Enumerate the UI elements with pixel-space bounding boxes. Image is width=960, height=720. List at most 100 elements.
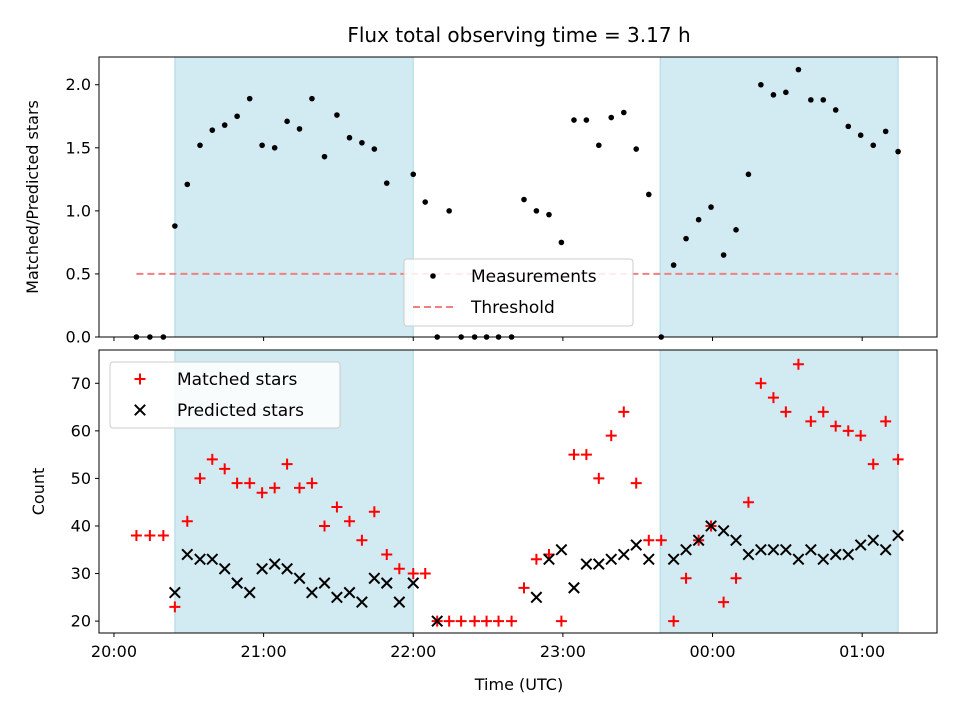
measurement-point (234, 113, 240, 120)
matched-point (817, 406, 829, 418)
measurement-point (596, 142, 602, 149)
matched-point (419, 568, 431, 580)
predicted-point (231, 577, 244, 589)
matched-point (181, 515, 193, 527)
x-tick-label: 20:00 (91, 642, 137, 661)
plot-frame (98, 349, 938, 634)
matched-point (830, 420, 842, 432)
y-axis-label: Matched/Predicted stars (23, 100, 42, 294)
measurement-point (832, 107, 839, 113)
matched-point (281, 458, 293, 470)
measurement-point (533, 208, 540, 214)
matched-point (256, 487, 268, 499)
y-tick-label: 50 (71, 469, 91, 488)
matched-point (231, 477, 243, 489)
measurement-point (284, 118, 290, 125)
matched-point (655, 534, 667, 546)
predicted-point (206, 553, 219, 566)
predicted-point (742, 548, 755, 561)
matched-point (580, 449, 592, 461)
legend: Measurements Threshold (403, 258, 634, 327)
matched-point (568, 449, 580, 461)
measurement-point (184, 181, 191, 188)
measurement-point (359, 139, 365, 146)
measurement-point (583, 117, 590, 123)
measurement-point (695, 216, 702, 223)
predicted-point (879, 543, 892, 556)
predicted-point (256, 562, 269, 575)
measurement-point (371, 146, 378, 152)
measurement-point (633, 146, 640, 152)
measurement-point (558, 239, 565, 246)
predicted-point (318, 577, 331, 589)
matched-point (805, 415, 817, 427)
matched-point (157, 529, 169, 541)
predicted-point (730, 534, 742, 547)
matched-point (344, 515, 356, 527)
predicted-point (555, 543, 568, 556)
legend-marker (134, 404, 146, 416)
matched-point (269, 482, 281, 494)
observing-interval (659, 349, 899, 634)
chart-title: Flux total observing time = 3.17 h (347, 23, 690, 47)
predicted-point (642, 553, 655, 566)
matched-point (605, 430, 617, 442)
matched-point (331, 501, 343, 513)
x-tick-label: 22:00 (390, 642, 436, 661)
series-plus (130, 358, 904, 627)
measurement-point (571, 117, 577, 123)
legend-label: Threshold (470, 298, 555, 318)
matched-point (630, 477, 642, 489)
predicted-point (717, 524, 730, 537)
measurement-point (172, 223, 178, 229)
matched-point (306, 477, 318, 489)
measurement-point (857, 132, 864, 138)
measurement-point (870, 142, 877, 149)
matched-point (680, 572, 692, 584)
matched-point (668, 615, 680, 627)
x-axis-label: Time (UTC) (474, 675, 563, 694)
legend-marker (134, 373, 146, 385)
x-tick-label: 00:00 (689, 642, 735, 661)
matched-point (880, 415, 892, 427)
predicted-point (431, 615, 444, 628)
matched-point (144, 529, 156, 541)
matched-point (455, 615, 467, 627)
x-tick-label: 23:00 (540, 642, 586, 661)
matched-point (842, 425, 854, 437)
legend-item: Matched stars (134, 370, 297, 390)
matched-point (643, 534, 655, 546)
matched-point (493, 615, 505, 627)
predicted-point (181, 548, 194, 561)
plot-frame (98, 56, 938, 338)
matched-point (730, 572, 742, 584)
matched-point (206, 453, 218, 465)
predicted-point (393, 596, 406, 608)
measurement-point (446, 208, 452, 214)
measurement-point (783, 89, 789, 96)
legend-box (109, 361, 341, 429)
series-dot (133, 66, 901, 340)
matched-point (381, 549, 393, 561)
matched-point (244, 477, 256, 489)
y-tick-label: 0.0 (66, 328, 91, 347)
ratio-panel: 0.0 0.5 1.0 1.5 2.0 Matched/Predicted stars Me… (23, 56, 938, 347)
y-tick-label: 2.0 (66, 75, 91, 94)
predicted-point (543, 553, 555, 566)
series-x (168, 520, 905, 628)
predicted-point (779, 543, 792, 556)
matched-point (718, 596, 730, 608)
measurement-point (546, 211, 552, 218)
y-tick-label: 70 (71, 374, 91, 393)
matched-point (780, 406, 792, 418)
matched-point (443, 615, 455, 627)
measurement-point (209, 127, 216, 133)
measurement-point (422, 199, 429, 205)
predicted-point (218, 562, 231, 575)
measurement-point (221, 122, 228, 128)
predicted-point (692, 534, 705, 547)
measurement-point (708, 204, 714, 210)
predicted-point (281, 562, 294, 575)
matched-point (407, 568, 419, 580)
matched-point (755, 377, 767, 389)
